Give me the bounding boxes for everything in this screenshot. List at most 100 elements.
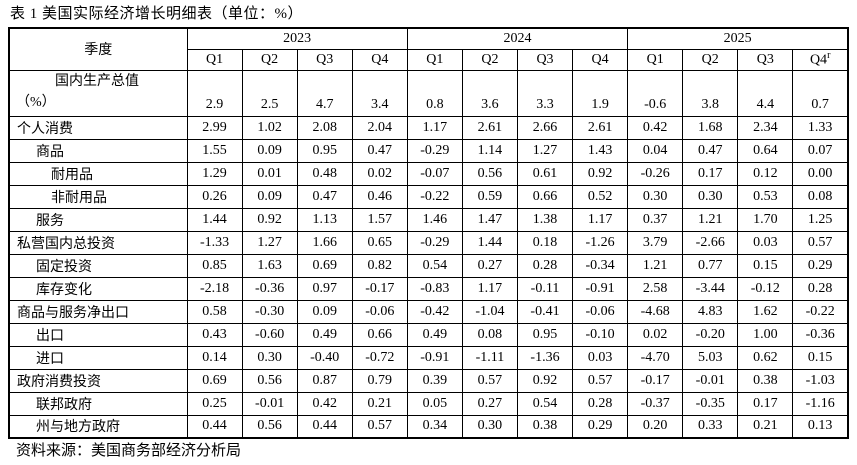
quarter-header-cell: Q4 bbox=[351, 48, 408, 71]
value-cell: 0.26 bbox=[186, 184, 243, 209]
table-row-gdp: 国内生产总值 （%） 2.9 2.5 4.7 3.4 0.8 3.6 3.3 1.9 -0.6 3.8… bbox=[8, 69, 849, 117]
value-cell: 1.38 bbox=[516, 207, 574, 232]
quarter-label: Q1 bbox=[205, 51, 224, 67]
value-cell: 0.25 bbox=[186, 391, 243, 416]
value-cell: 0.92 bbox=[241, 207, 298, 232]
value-cell: 0.42 bbox=[296, 391, 353, 416]
table-row: 服务 1.44 0.92 1.13 1.57 1.46 1.47 1.38 1.17 0.37 1.… bbox=[8, 207, 849, 232]
value-cell: 0.15 bbox=[737, 253, 794, 278]
value-cell: -0.35 bbox=[682, 391, 739, 416]
value-cell: 3.8 bbox=[682, 69, 739, 117]
row-label: 服务 bbox=[8, 207, 188, 232]
row-label: 非耐用品 bbox=[8, 184, 188, 209]
value-cell: -3.44 bbox=[682, 276, 739, 301]
value-cell: 0.29 bbox=[792, 253, 849, 278]
table-row: 进口 0.14 0.30 -0.40 -0.72 -0.91 -1.11 -1.36 0.03-… bbox=[8, 345, 849, 370]
row-label: 耐用品 bbox=[8, 161, 188, 186]
row-label: 库存变化 bbox=[8, 276, 188, 301]
value-cell: 0.92 bbox=[572, 161, 629, 186]
value-cell: 0.57 bbox=[792, 230, 849, 255]
year-header-2023: 2023 bbox=[186, 27, 408, 50]
row-label-gdp: 国内生产总值 （%） bbox=[8, 69, 188, 117]
value-cell: 1.33 bbox=[792, 115, 849, 140]
table-row: 出口 0.43 -0.60 0.49 0.66 0.49 0.08 0.95 -0.10 0.02… bbox=[8, 322, 849, 347]
value-cell: 0.64 bbox=[737, 138, 794, 163]
table-row: 个人消费 2.99 1.02 2.08 2.04 1.17 2.61 2.66 2.61 0.42… bbox=[8, 115, 849, 140]
quarter-label: Q1 bbox=[646, 51, 664, 67]
value-cell: -0.20 bbox=[682, 322, 739, 347]
value-cell: 0.56 bbox=[461, 161, 518, 186]
value-cell: 0.03 bbox=[737, 230, 794, 255]
quarter-header-cell: Q2 bbox=[241, 48, 298, 71]
value-cell: 0.02 bbox=[627, 322, 684, 347]
value-cell: 0.03 bbox=[572, 345, 629, 370]
revision-superscript: r bbox=[827, 50, 831, 62]
value-cell: -0.01 bbox=[682, 368, 739, 393]
value-cell: 0.49 bbox=[296, 322, 353, 347]
value-cell: 0.82 bbox=[351, 253, 408, 278]
quarter-label: Q4 bbox=[371, 51, 389, 67]
quarter-label: Q4 bbox=[809, 52, 828, 68]
value-cell: 2.5 bbox=[241, 69, 298, 117]
quarter-header-cell: Q1 bbox=[627, 48, 684, 71]
value-cell: 0.61 bbox=[516, 161, 574, 186]
row-label: 出口 bbox=[8, 322, 188, 347]
value-cell: 0.62 bbox=[737, 345, 794, 370]
value-cell: 0.42 bbox=[627, 115, 684, 140]
value-cell: 0.38 bbox=[737, 368, 794, 393]
value-cell: 1.63 bbox=[241, 253, 298, 278]
value-cell: -1.16 bbox=[792, 391, 849, 416]
value-cell: -0.41 bbox=[516, 299, 574, 324]
value-cell: 1.47 bbox=[461, 207, 518, 232]
year-header-2025: 2025 bbox=[627, 27, 849, 50]
quarter-header-cell: Q1 bbox=[186, 48, 243, 71]
row-label: 固定投资 bbox=[8, 253, 188, 278]
row-label: 联邦政府 bbox=[8, 391, 188, 416]
value-cell: 0.28 bbox=[792, 276, 849, 301]
value-cell: 0.30 bbox=[627, 184, 684, 209]
value-cell: 4.4 bbox=[737, 69, 794, 117]
value-cell: 2.34 bbox=[737, 115, 794, 140]
table-row: 非耐用品 0.26 0.09 0.47 0.46 -0.22 0.59 0.66 0.52 0.3… bbox=[8, 184, 849, 209]
value-cell: 1.21 bbox=[627, 253, 684, 278]
value-cell: 4.7 bbox=[296, 69, 353, 117]
value-cell: 0.58 bbox=[186, 299, 243, 324]
value-cell: 0.54 bbox=[406, 253, 463, 278]
row-label: 州与地方政府 bbox=[8, 414, 188, 439]
value-cell: -1.33 bbox=[186, 230, 243, 255]
quarter-header-cell: Q4 bbox=[572, 48, 629, 71]
value-cell: 0.46 bbox=[351, 184, 408, 209]
value-cell: -0.17 bbox=[351, 276, 408, 301]
value-cell: -1.04 bbox=[461, 299, 518, 324]
value-cell: 0.12 bbox=[737, 161, 794, 186]
value-cell: 0.59 bbox=[461, 184, 518, 209]
value-cell: 0.47 bbox=[682, 138, 739, 163]
quarter-header-cell: Q1 bbox=[406, 48, 463, 71]
value-cell: 0.05 bbox=[406, 391, 463, 416]
value-cell: 0.7 bbox=[792, 69, 849, 117]
value-cell: 1.25 bbox=[792, 207, 849, 232]
value-cell: 0.57 bbox=[572, 368, 629, 393]
value-cell: 0.09 bbox=[296, 299, 353, 324]
table-row: 政府消费投资 0.69 0.56 0.87 0.79 0.39 0.57 0.92 0.57 -0… bbox=[8, 368, 849, 393]
value-cell: 0.79 bbox=[351, 368, 408, 393]
value-cell: 0.09 bbox=[241, 184, 298, 209]
value-cell: 0.21 bbox=[737, 414, 794, 439]
value-cell: 1.43 bbox=[572, 138, 629, 163]
value-cell: -0.01 bbox=[241, 391, 298, 416]
value-cell: 0.48 bbox=[296, 161, 353, 186]
value-cell: -0.72 bbox=[351, 345, 408, 370]
value-cell: 0.28 bbox=[572, 391, 629, 416]
value-cell: 0.77 bbox=[682, 253, 739, 278]
value-cell: 0.13 bbox=[792, 414, 849, 439]
value-cell: 0.30 bbox=[241, 345, 298, 370]
quarter-label: Q4 bbox=[591, 51, 609, 67]
value-cell: 2.61 bbox=[461, 115, 518, 140]
table-row: 商品与服务净出口 0.58 -0.30 0.09 -0.06 -0.42 -1.04 -0.4… bbox=[8, 299, 849, 324]
value-cell: 0.87 bbox=[296, 368, 353, 393]
table-row: 私营国内总投资 -1.33 1.27 1.66 0.65 -0.29 1.44 0.18 -1.… bbox=[8, 230, 849, 255]
source-note: 资料来源：美国商务部经济分析局 bbox=[16, 443, 242, 459]
value-cell: -0.29 bbox=[406, 230, 463, 255]
value-cell: 0.66 bbox=[516, 184, 574, 209]
value-cell: -1.03 bbox=[792, 368, 849, 393]
